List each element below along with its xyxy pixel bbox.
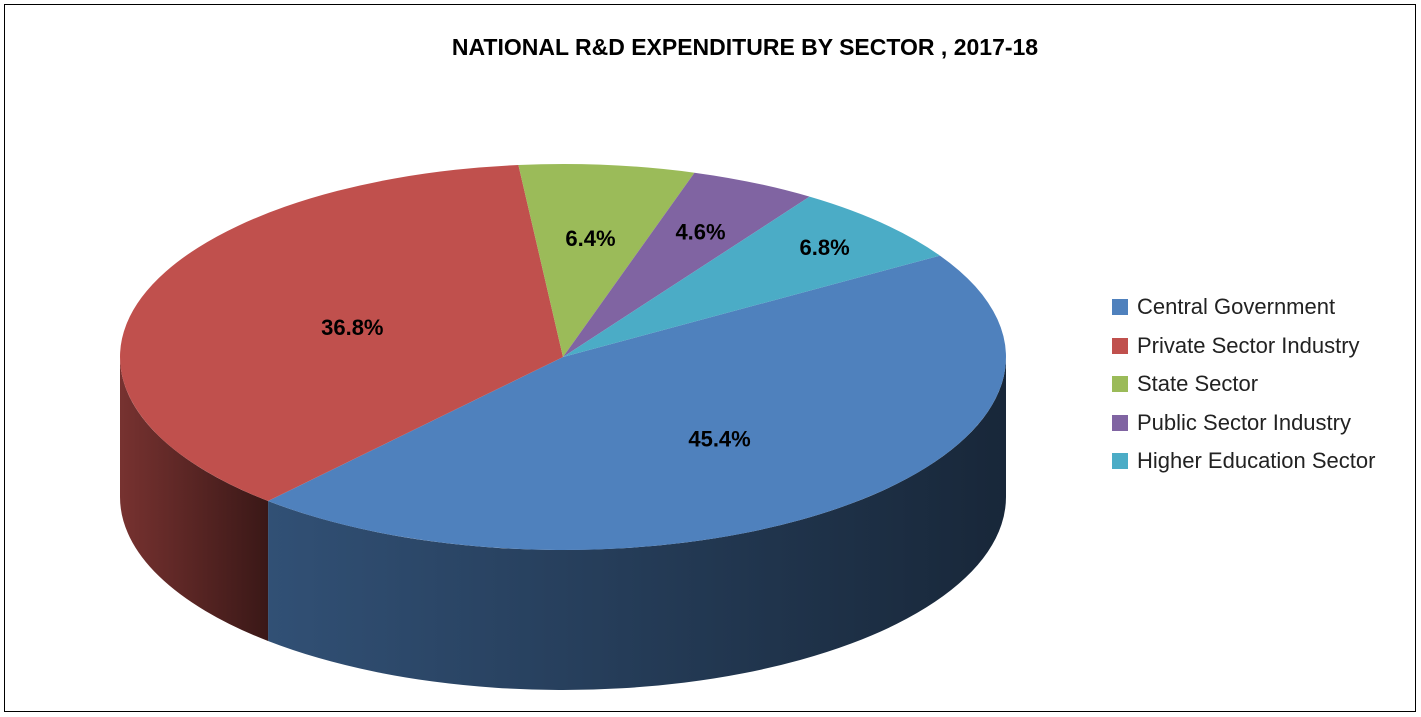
slice-value-label: 6.4% xyxy=(565,226,615,251)
legend-item-private-sector-industry: Private Sector Industry xyxy=(1112,331,1375,361)
legend-swatch xyxy=(1112,376,1128,392)
legend-swatch xyxy=(1112,299,1128,315)
legend-label: State Sector xyxy=(1137,371,1258,397)
legend-label: Private Sector Industry xyxy=(1137,333,1360,359)
legend-swatch xyxy=(1112,453,1128,469)
legend-label: Public Sector Industry xyxy=(1137,410,1351,436)
legend-swatch xyxy=(1112,338,1128,354)
legend-item-higher-education-sector: Higher Education Sector xyxy=(1112,446,1375,476)
legend-item-public-sector-industry: Public Sector Industry xyxy=(1112,408,1375,438)
slice-value-label: 6.8% xyxy=(799,235,849,260)
legend-item-state-sector: State Sector xyxy=(1112,369,1375,399)
legend-swatch xyxy=(1112,415,1128,431)
slice-value-label: 45.4% xyxy=(688,426,750,451)
legend-item-central-government: Central Government xyxy=(1112,292,1375,322)
slice-value-label: 4.6% xyxy=(675,220,725,245)
slice-value-label: 36.8% xyxy=(321,315,383,340)
legend: Central Government Private Sector Indust… xyxy=(1112,292,1375,485)
legend-label: Higher Education Sector xyxy=(1137,448,1375,474)
legend-label: Central Government xyxy=(1137,294,1335,320)
